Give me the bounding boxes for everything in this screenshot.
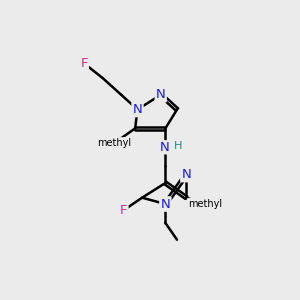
- Text: N: N: [159, 141, 169, 154]
- Text: N: N: [156, 88, 166, 101]
- Text: N: N: [182, 168, 191, 181]
- Text: N: N: [160, 197, 170, 211]
- Text: F: F: [80, 57, 88, 70]
- Text: F: F: [120, 204, 127, 217]
- Text: methyl: methyl: [97, 138, 131, 148]
- Text: methyl: methyl: [188, 199, 222, 209]
- Text: N: N: [133, 103, 142, 116]
- Text: H: H: [174, 141, 182, 151]
